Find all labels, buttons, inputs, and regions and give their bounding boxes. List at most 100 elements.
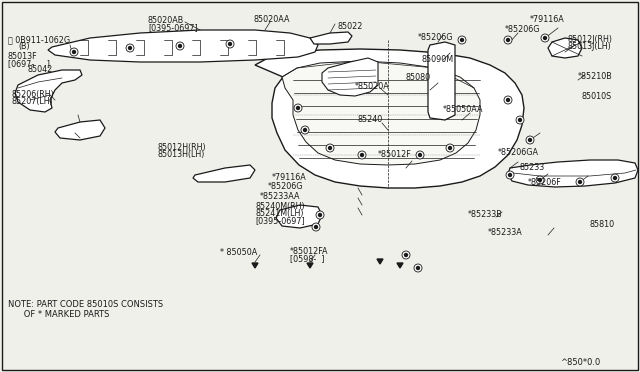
Text: 85012H(RH): 85012H(RH)	[158, 143, 207, 152]
Text: 85241M(LH): 85241M(LH)	[255, 209, 303, 218]
Circle shape	[328, 147, 332, 150]
Circle shape	[360, 154, 364, 157]
Circle shape	[419, 154, 422, 157]
Circle shape	[179, 45, 182, 48]
Circle shape	[226, 40, 234, 48]
Circle shape	[541, 34, 549, 42]
Circle shape	[72, 51, 76, 54]
Circle shape	[314, 225, 317, 228]
Text: 85233: 85233	[520, 163, 545, 172]
Text: *85206F: *85206F	[528, 178, 562, 187]
Text: (B): (B)	[18, 42, 29, 51]
Text: *85206G: *85206G	[505, 25, 541, 34]
Text: NOTE: PART CODE 85010S CONSISTS: NOTE: PART CODE 85010S CONSISTS	[8, 300, 163, 309]
Polygon shape	[377, 259, 383, 264]
Polygon shape	[15, 70, 82, 112]
Polygon shape	[548, 38, 582, 58]
Text: 85810: 85810	[590, 220, 615, 229]
Text: ⓝ 0B911-1062G: ⓝ 0B911-1062G	[8, 35, 70, 44]
Text: 85010S: 85010S	[582, 92, 612, 101]
Circle shape	[416, 151, 424, 159]
Circle shape	[509, 173, 511, 176]
Circle shape	[461, 38, 463, 42]
Text: *85233B: *85233B	[468, 210, 503, 219]
Polygon shape	[307, 263, 313, 268]
Circle shape	[228, 42, 232, 45]
Polygon shape	[397, 263, 403, 268]
Polygon shape	[252, 263, 258, 268]
Circle shape	[536, 176, 544, 184]
Text: [0697-     ]: [0697- ]	[8, 59, 50, 68]
Text: 85240: 85240	[358, 115, 383, 124]
Polygon shape	[48, 30, 318, 62]
Circle shape	[70, 48, 78, 56]
Circle shape	[129, 46, 131, 49]
Circle shape	[312, 223, 320, 231]
Circle shape	[417, 266, 419, 269]
Text: 85022: 85022	[338, 22, 364, 31]
Circle shape	[504, 36, 512, 44]
Circle shape	[516, 116, 524, 124]
Text: [0598-  ]: [0598- ]	[290, 254, 324, 263]
Text: * 85050A: * 85050A	[220, 248, 257, 257]
Circle shape	[458, 36, 466, 44]
Text: *85020A: *85020A	[355, 82, 390, 91]
Circle shape	[301, 126, 309, 134]
Text: *85012FA: *85012FA	[290, 247, 328, 256]
Text: *85012F: *85012F	[378, 150, 412, 159]
Polygon shape	[322, 58, 378, 96]
Circle shape	[316, 211, 324, 219]
Text: ^850*0.0: ^850*0.0	[560, 358, 600, 367]
Circle shape	[303, 128, 307, 131]
Polygon shape	[276, 205, 322, 228]
Circle shape	[414, 264, 422, 272]
Circle shape	[296, 106, 300, 109]
Text: *79116A: *79116A	[530, 15, 564, 24]
Circle shape	[504, 96, 512, 104]
Text: 85206(RH): 85206(RH)	[12, 90, 55, 99]
Polygon shape	[508, 160, 638, 187]
Polygon shape	[193, 165, 255, 182]
Polygon shape	[255, 49, 524, 188]
Text: 85042: 85042	[28, 65, 53, 74]
Polygon shape	[310, 32, 352, 44]
Text: 85013J(LH): 85013J(LH)	[568, 42, 612, 51]
Text: [0395-0697]: [0395-0697]	[148, 23, 198, 32]
Circle shape	[611, 174, 619, 182]
Circle shape	[358, 151, 366, 159]
Circle shape	[402, 251, 410, 259]
Circle shape	[576, 178, 584, 186]
Text: *85050AA: *85050AA	[443, 105, 483, 114]
Text: 85012J(RH): 85012J(RH)	[568, 35, 613, 44]
Text: *85206GA: *85206GA	[498, 148, 539, 157]
Circle shape	[538, 179, 541, 182]
Text: *85233AA: *85233AA	[260, 192, 301, 201]
Circle shape	[506, 38, 509, 42]
Circle shape	[614, 176, 616, 180]
Circle shape	[326, 144, 334, 152]
Text: 85240M(RH): 85240M(RH)	[255, 202, 305, 211]
Text: *85233A: *85233A	[488, 228, 523, 237]
Text: 85020AA: 85020AA	[253, 15, 289, 24]
Circle shape	[506, 99, 509, 102]
Circle shape	[579, 180, 582, 183]
Circle shape	[526, 136, 534, 144]
Circle shape	[506, 171, 514, 179]
Polygon shape	[282, 61, 480, 165]
Circle shape	[518, 119, 522, 122]
Text: 85080: 85080	[405, 73, 430, 82]
Text: OF * MARKED PARTS: OF * MARKED PARTS	[8, 310, 109, 319]
Polygon shape	[55, 120, 105, 140]
Circle shape	[176, 42, 184, 50]
Text: *79116A: *79116A	[272, 173, 307, 182]
Text: 85013H(LH): 85013H(LH)	[158, 150, 205, 159]
Text: *85206G: *85206G	[418, 33, 454, 42]
Text: 85020AB: 85020AB	[148, 16, 184, 25]
Circle shape	[449, 147, 451, 150]
Text: *85210B: *85210B	[578, 72, 612, 81]
Circle shape	[294, 104, 302, 112]
Circle shape	[543, 36, 547, 39]
Text: 85090M: 85090M	[422, 55, 454, 64]
Text: [0395-0697]: [0395-0697]	[255, 216, 305, 225]
Text: 85013F: 85013F	[8, 52, 38, 61]
